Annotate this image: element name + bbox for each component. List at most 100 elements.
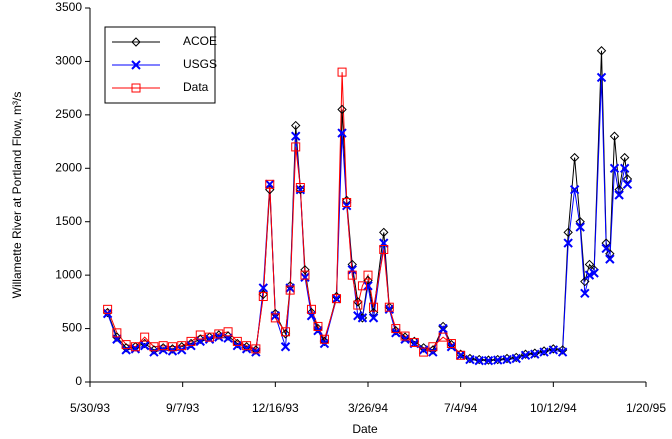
legend-label: ACOE bbox=[183, 34, 217, 48]
marker-square bbox=[347, 270, 357, 280]
marker-x bbox=[465, 354, 475, 365]
marker-square bbox=[379, 244, 389, 254]
marker-diamond bbox=[596, 46, 607, 56]
x-tick-label: 9/7/93 bbox=[166, 401, 200, 415]
y-tick-label: 3500 bbox=[55, 0, 82, 14]
marker-x bbox=[474, 355, 484, 366]
marker-square bbox=[149, 342, 159, 352]
marker-square bbox=[285, 285, 295, 295]
marker-square bbox=[300, 270, 310, 280]
marker-square bbox=[363, 270, 373, 280]
y-tick-label: 2000 bbox=[55, 160, 82, 174]
marker-x bbox=[428, 347, 438, 357]
marker-square bbox=[428, 342, 438, 352]
marker-square bbox=[112, 328, 122, 338]
marker-x bbox=[502, 354, 512, 365]
x-tick-label: 5/30/93 bbox=[70, 401, 110, 415]
x-tick-label: 10/12/94 bbox=[530, 401, 577, 415]
marker-square bbox=[357, 281, 367, 291]
marker-x bbox=[614, 190, 624, 200]
marker-square bbox=[419, 347, 429, 357]
marker-x bbox=[384, 304, 395, 315]
marker-x bbox=[493, 355, 503, 365]
marker-x bbox=[609, 163, 620, 173]
x-tick-label: 7/4/94 bbox=[444, 401, 478, 415]
marker-square bbox=[232, 336, 242, 346]
marker-square bbox=[177, 341, 187, 351]
marker-square bbox=[103, 304, 113, 314]
marker-x bbox=[149, 347, 159, 357]
x-axis-label: Date bbox=[352, 422, 378, 436]
marker-x bbox=[605, 254, 615, 264]
marker-x bbox=[619, 163, 630, 173]
marker-square bbox=[270, 313, 280, 323]
marker-diamond bbox=[300, 265, 310, 275]
marker-square bbox=[265, 179, 275, 189]
marker-diamond bbox=[131, 37, 141, 47]
marker-diamond bbox=[379, 227, 389, 238]
marker-x bbox=[400, 334, 410, 344]
marker-square bbox=[130, 342, 140, 352]
legend-label: Data bbox=[183, 80, 209, 94]
marker-x bbox=[270, 311, 281, 321]
marker-x bbox=[337, 128, 347, 138]
marker-square bbox=[337, 67, 347, 77]
marker-x bbox=[418, 345, 429, 355]
marker-x bbox=[584, 270, 595, 280]
marker-x bbox=[539, 347, 549, 357]
y-tick-label: 2500 bbox=[55, 107, 82, 121]
marker-square bbox=[242, 341, 252, 351]
marker-diamond bbox=[353, 297, 363, 307]
marker-square bbox=[384, 302, 394, 312]
marker-x bbox=[446, 342, 457, 352]
marker-x bbox=[300, 272, 310, 282]
marker-diamond bbox=[584, 259, 595, 270]
marker-x bbox=[363, 281, 373, 291]
marker-x bbox=[557, 347, 568, 357]
marker-diamond bbox=[563, 227, 573, 238]
marker-x bbox=[139, 340, 150, 351]
marker-square bbox=[409, 337, 419, 347]
marker-x bbox=[530, 349, 540, 359]
marker-x bbox=[589, 268, 599, 278]
y-tick-label: 3000 bbox=[55, 54, 82, 68]
marker-square bbox=[295, 183, 305, 193]
marker-square bbox=[313, 321, 323, 331]
y-tick-label: 500 bbox=[62, 321, 82, 335]
marker-x bbox=[121, 345, 131, 355]
marker-diamond bbox=[569, 152, 580, 163]
marker-square bbox=[331, 294, 341, 304]
marker-square bbox=[131, 83, 141, 93]
marker-square bbox=[140, 332, 150, 342]
y-tick-label: 1500 bbox=[55, 214, 82, 228]
marker-x bbox=[563, 238, 573, 248]
marker-x bbox=[601, 243, 611, 254]
marker-diamond bbox=[291, 120, 301, 131]
marker-square bbox=[195, 330, 205, 340]
marker-x bbox=[130, 344, 141, 354]
marker-x bbox=[548, 345, 559, 355]
marker-x bbox=[569, 184, 580, 195]
marker-x bbox=[368, 313, 379, 323]
marker-x bbox=[265, 179, 275, 190]
marker-square bbox=[291, 142, 301, 152]
marker-diamond bbox=[609, 131, 620, 141]
marker-square bbox=[281, 327, 291, 337]
marker-square bbox=[186, 336, 196, 346]
marker-diamond bbox=[258, 289, 268, 300]
marker-square bbox=[456, 350, 466, 360]
marker-x bbox=[455, 350, 466, 360]
marker-square bbox=[214, 329, 224, 339]
marker-x bbox=[204, 334, 215, 344]
marker-x bbox=[357, 313, 368, 323]
marker-square bbox=[438, 332, 448, 342]
marker-x bbox=[291, 131, 301, 141]
marker-x bbox=[280, 342, 291, 352]
marker-x bbox=[580, 288, 590, 299]
marker-square bbox=[251, 344, 261, 354]
marker-x bbox=[331, 293, 342, 304]
marker-square bbox=[121, 340, 131, 350]
marker-x bbox=[295, 184, 306, 195]
marker-x bbox=[596, 72, 607, 83]
